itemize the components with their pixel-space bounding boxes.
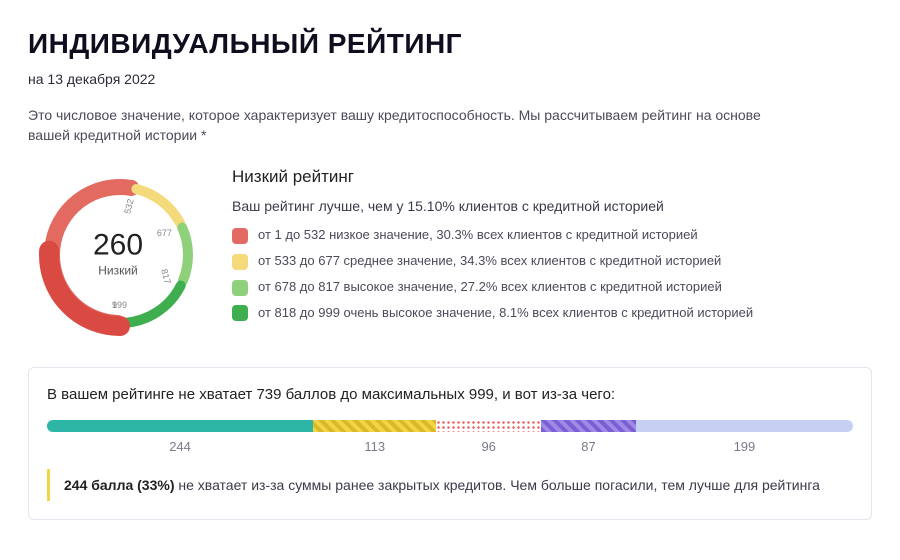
legend-item: от 678 до 817 высокое значение, 27.2% вс… xyxy=(232,278,872,297)
deficit-bar-segment xyxy=(436,420,541,432)
deficit-explain: 244 балла (33%) не хватает из-за суммы р… xyxy=(47,469,853,501)
donut-score-label: Низкий xyxy=(93,263,143,280)
deficit-explain-rest: не хватает из-за суммы ранее закрытых кр… xyxy=(175,477,820,493)
rating-summary-row: 260 Низкий 1532677817999 Низкий рейтинг … xyxy=(28,165,872,345)
description-text: Это числовое значение, которое характери… xyxy=(28,105,788,146)
legend-title: Низкий рейтинг xyxy=(232,165,872,190)
deficit-bar-value: 96 xyxy=(436,438,541,457)
legend-swatch xyxy=(232,254,248,270)
deficit-bar-labels: 2441139687199 xyxy=(47,438,853,457)
deficit-bar-value: 199 xyxy=(636,438,853,457)
legend-item: от 1 до 532 низкое значение, 30.3% всех … xyxy=(232,226,872,245)
deficit-bar-segment xyxy=(313,420,436,432)
legend-swatch xyxy=(232,280,248,296)
deficit-explain-strong: 244 балла (33%) xyxy=(64,477,175,493)
page-title: ИНДИВИДУАЛЬНЫЙ РЕЙТИНГ xyxy=(28,24,872,65)
deficit-title: В вашем рейтинге не хватает 739 баллов д… xyxy=(47,384,853,406)
donut-tick: 999 xyxy=(112,299,127,312)
donut-tick: 677 xyxy=(157,227,172,240)
deficit-bar-segment xyxy=(636,420,853,432)
deficit-bar-value: 87 xyxy=(541,438,636,457)
report-date: на 13 декабря 2022 xyxy=(28,69,872,89)
deficit-panel: В вашем рейтинге не хватает 739 баллов д… xyxy=(28,367,872,520)
legend-item-text: от 1 до 532 низкое значение, 30.3% всех … xyxy=(258,226,698,245)
donut-score: 260 xyxy=(93,231,143,261)
deficit-bar-value: 113 xyxy=(313,438,436,457)
deficit-bar-segment xyxy=(47,420,313,432)
rating-donut: 260 Низкий 1532677817999 xyxy=(28,165,208,345)
deficit-bar xyxy=(47,420,853,432)
legend-item: от 818 до 999 очень высокое значение, 8.… xyxy=(232,304,872,323)
legend-subtitle: Ваш рейтинг лучше, чем у 15.10% клиентов… xyxy=(232,196,872,216)
legend-item-text: от 533 до 677 среднее значение, 34.3% вс… xyxy=(258,252,721,271)
legend-item: от 533 до 677 среднее значение, 34.3% вс… xyxy=(232,252,872,271)
rating-legend: Низкий рейтинг Ваш рейтинг лучше, чем у … xyxy=(232,165,872,345)
legend-swatch xyxy=(232,228,248,244)
legend-item-text: от 678 до 817 высокое значение, 27.2% вс… xyxy=(258,278,722,297)
legend-swatch xyxy=(232,305,248,321)
legend-item-text: от 818 до 999 очень высокое значение, 8.… xyxy=(258,304,753,323)
deficit-bar-value: 244 xyxy=(47,438,313,457)
deficit-bar-segment xyxy=(541,420,636,432)
